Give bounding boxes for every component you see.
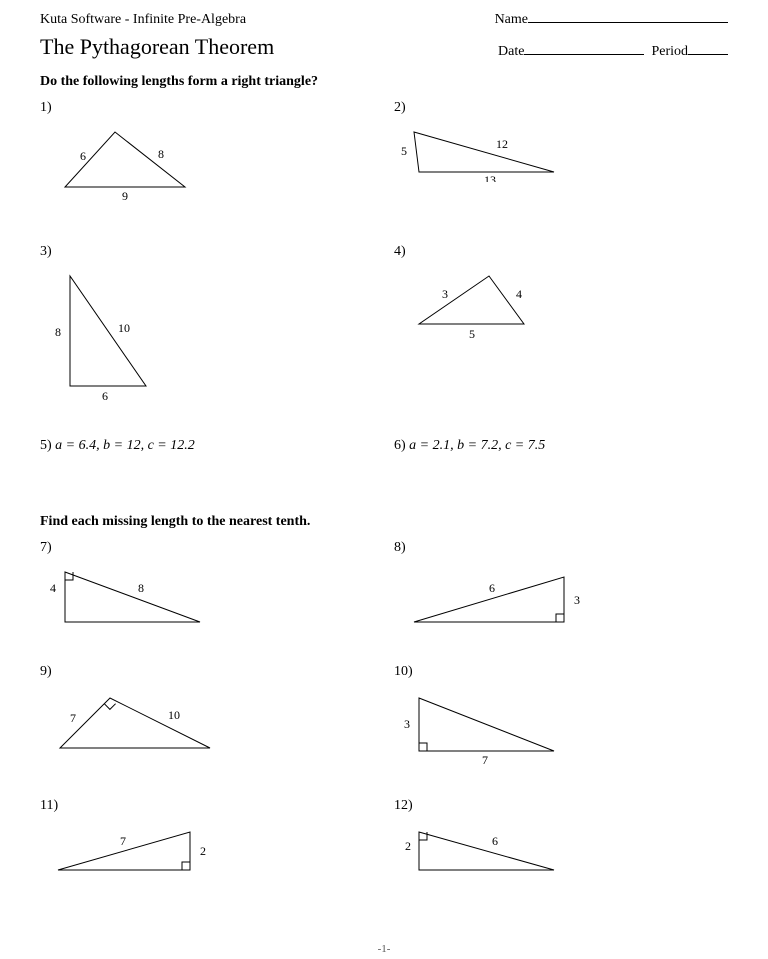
- problem-text: 6) a = 2.1, b = 7.2, c = 7.5: [394, 438, 728, 454]
- problem-number: 8): [394, 540, 728, 556]
- problem-text: 5) a = 6.4, b = 12, c = 12.2: [40, 438, 374, 454]
- right-angle-marker: [104, 704, 115, 710]
- problem-number: 1): [40, 100, 374, 116]
- side-label: 4: [50, 581, 56, 595]
- triangle-figure: 63: [394, 562, 594, 632]
- side-label: 8: [158, 147, 164, 161]
- problem-number: 7): [40, 540, 374, 556]
- triangle-figure: 3 4 5: [394, 266, 564, 346]
- problem: 11)72: [40, 798, 374, 880]
- section2-grid: 7)488)639)71010)3711)7212)26: [40, 530, 728, 892]
- triangle-figure: 26: [394, 820, 584, 880]
- section1-instruction: Do the following lengths form a right tr…: [40, 74, 728, 90]
- page-footer: -1-: [0, 943, 768, 955]
- section1-grid: 1) 6 8 9 2) 5 12 13 3) 8 10 6 4) 3 4 5 5) a = 6.4, b = 1…: [40, 90, 728, 486]
- triangle-figure: 5 12 13: [394, 122, 584, 182]
- page-header: Kuta Software - Infinite Pre-Algebra Nam…: [40, 10, 728, 28]
- problem: 5) a = 6.4, b = 12, c = 12.2: [40, 438, 374, 454]
- side-label: 12: [496, 137, 508, 151]
- side-label: 3: [404, 717, 410, 731]
- section2-instruction: Find each missing length to the nearest …: [40, 514, 728, 530]
- side-label: 7: [70, 711, 76, 725]
- triangle-figure: 48: [40, 562, 230, 632]
- triangle-figure: 72: [40, 820, 230, 880]
- triangle-figure: 37: [394, 686, 584, 766]
- right-angle-marker: [182, 862, 190, 870]
- side-label: 7: [482, 753, 488, 766]
- side-label: 3: [574, 593, 580, 607]
- problem: 10)37: [394, 664, 728, 766]
- problem-values: a = 6.4, b = 12, c = 12.2: [55, 438, 195, 453]
- side-label: 2: [200, 844, 206, 858]
- problem-number: 11): [40, 798, 374, 814]
- side-label: 7: [120, 834, 126, 848]
- side-label: 5: [401, 144, 407, 158]
- problem-number: 3): [40, 244, 374, 260]
- problem: 9) 7 10: [40, 664, 374, 766]
- problem: 1) 6 8 9: [40, 100, 374, 202]
- side-label: 10: [168, 708, 180, 722]
- period-label: Period: [651, 44, 688, 59]
- side-label: 4: [516, 287, 522, 301]
- problem: 12)26: [394, 798, 728, 880]
- problem-number: 12): [394, 798, 728, 814]
- software-label: Kuta Software - Infinite Pre-Algebra: [40, 12, 246, 28]
- problem-number: 10): [394, 664, 728, 680]
- side-label: 8: [138, 581, 144, 595]
- problem-number: 2): [394, 100, 728, 116]
- name-label: Name: [495, 12, 528, 27]
- triangle-figure: 8 10 6: [40, 266, 180, 406]
- side-label: 3: [442, 287, 448, 301]
- problem: 8)63: [394, 540, 728, 632]
- problem: 2) 5 12 13: [394, 100, 728, 202]
- problem-number: 4): [394, 244, 728, 260]
- problem-values: a = 2.1, b = 7.2, c = 7.5: [409, 438, 545, 453]
- side-label: 6: [102, 389, 108, 403]
- side-label: 9: [122, 189, 128, 202]
- date-period: Date Period: [498, 42, 728, 60]
- problem: 6) a = 2.1, b = 7.2, c = 7.5: [394, 438, 728, 454]
- right-angle-marker: [556, 614, 564, 622]
- problem: 3) 8 10 6: [40, 244, 374, 406]
- name-field: Name: [495, 10, 728, 28]
- title-row: The Pythagorean Theorem Date Period: [40, 34, 728, 60]
- problem-number: 9): [40, 664, 374, 680]
- problem: 4) 3 4 5: [394, 244, 728, 406]
- side-label: 5: [469, 327, 475, 341]
- right-angle-marker: [419, 743, 427, 751]
- side-label: 6: [492, 834, 498, 848]
- problem: 7)48: [40, 540, 374, 632]
- side-label: 13: [484, 173, 496, 182]
- worksheet-title: The Pythagorean Theorem: [40, 34, 274, 60]
- triangle-figure: 6 8 9: [40, 122, 210, 202]
- problem-number: 6): [394, 438, 409, 453]
- triangle-figure: 7 10: [40, 686, 240, 761]
- side-label: 2: [405, 839, 411, 853]
- side-label: 6: [489, 581, 495, 595]
- side-label: 10: [118, 321, 130, 335]
- side-label: 8: [55, 325, 61, 339]
- side-label: 6: [80, 149, 86, 163]
- date-label: Date: [498, 44, 524, 59]
- problem-number: 5): [40, 438, 55, 453]
